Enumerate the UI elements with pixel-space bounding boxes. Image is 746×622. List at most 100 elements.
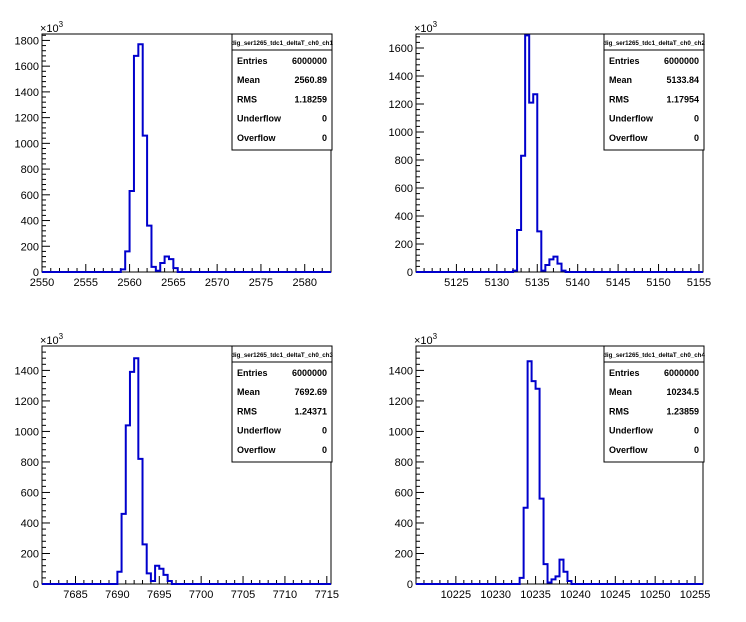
x-tick-label: 7715 xyxy=(315,589,339,601)
y-tick-label: 0 xyxy=(407,579,413,591)
stats-rms-value: 1.18259 xyxy=(294,94,327,104)
stats-entries-value: 6000000 xyxy=(664,368,699,378)
stats-title: dig_ser1265_tdc1_deltaT_ch0_ch4 xyxy=(603,352,705,359)
x-tick-label: 5135 xyxy=(525,277,549,289)
stats-mean-label: Mean xyxy=(237,75,260,85)
stats-entries-value: 6000000 xyxy=(292,368,327,378)
x-tick-label: 10255 xyxy=(680,589,711,601)
histogram-line xyxy=(42,43,331,273)
x-tick-label: 10235 xyxy=(520,589,551,601)
y-tick-label: 1000 xyxy=(15,138,39,150)
stats-entries-label: Entries xyxy=(237,368,268,378)
stats-overflow-label: Overflow xyxy=(237,133,277,143)
y-scale-power: 3 xyxy=(433,20,438,29)
histogram-bin xyxy=(553,257,557,272)
stats-mean-value: 7692.69 xyxy=(294,387,327,397)
stats-title: dig_ser1265_tdc1_deltaT_ch0_ch2 xyxy=(603,40,705,47)
stats-box xyxy=(603,345,705,463)
stats-underflow-value: 0 xyxy=(322,426,327,436)
histogram-bin xyxy=(147,573,151,584)
x-tick-label: 5155 xyxy=(687,277,711,289)
stats-mean-label: Mean xyxy=(609,75,632,85)
y-scale-base: ×10 xyxy=(414,23,433,35)
y-scale-power: 3 xyxy=(59,332,64,341)
stats-rms-value: 1.23859 xyxy=(666,406,699,416)
histogram-bin xyxy=(134,56,138,272)
histogram-bin xyxy=(540,499,544,584)
histogram-bin xyxy=(525,35,529,272)
stats-underflow-label: Underflow xyxy=(609,114,654,124)
histogram-bin xyxy=(557,264,561,272)
y-scale-base: ×10 xyxy=(40,23,59,35)
histogram-bin xyxy=(552,579,556,584)
y-tick-label: 0 xyxy=(33,267,39,279)
stats-overflow-value: 0 xyxy=(322,445,327,455)
x-tick-label: 10240 xyxy=(560,589,591,601)
histogram-bin xyxy=(562,271,566,272)
stats-rms-value: 1.24371 xyxy=(294,406,327,416)
y-tick-label: 1400 xyxy=(389,71,413,83)
stats-mean-label: Mean xyxy=(609,387,632,397)
y-tick-label: 1600 xyxy=(15,61,39,73)
histogram-bin xyxy=(130,372,134,584)
histogram-bin xyxy=(536,389,540,584)
stats-entries-value: 6000000 xyxy=(292,56,327,66)
x-tick-label: 7690 xyxy=(105,589,129,601)
y-tick-label: 0 xyxy=(33,579,39,591)
x-tick-label: 2560 xyxy=(117,277,141,289)
histogram-panel-4: 0 200 400 600 800 1000 1200 1400 10225 10230 10235… xyxy=(389,332,711,601)
histogram-bin xyxy=(560,560,564,584)
histogram-line xyxy=(42,357,331,585)
histogram-bin xyxy=(556,576,560,584)
y-tick-label: 1400 xyxy=(389,365,413,377)
x-tick-label: 7695 xyxy=(147,589,171,601)
x-tick-label: 2580 xyxy=(292,277,316,289)
stats-title: dig_ser1265_tdc1_deltaT_ch0_ch1 xyxy=(231,40,333,47)
y-tick-label: 1400 xyxy=(15,87,39,99)
histogram-bin xyxy=(168,581,172,584)
histogram-bin xyxy=(520,578,524,584)
histogram-panel-1: 0 200 400 600 800 1000 1200 1400 1600 1800 2550 255… xyxy=(15,20,334,289)
y-tick-label: 0 xyxy=(407,267,413,279)
histogram-bin xyxy=(537,231,541,272)
y-tick-label: 1000 xyxy=(389,127,413,139)
y-tick-label: 1000 xyxy=(389,426,413,438)
stats-entries-label: Entries xyxy=(237,56,268,66)
y-tick-label: 800 xyxy=(395,457,413,469)
x-tick-label: 2555 xyxy=(74,277,98,289)
x-tick-label: 10230 xyxy=(480,589,511,601)
stats-entries-label: Entries xyxy=(609,368,640,378)
stats-box xyxy=(231,33,333,151)
x-tick-label: 2565 xyxy=(161,277,185,289)
stats-underflow-label: Underflow xyxy=(237,426,282,436)
histogram-line xyxy=(416,360,703,585)
x-tick-label: 7705 xyxy=(231,589,255,601)
histogram-bin xyxy=(169,259,173,272)
y-tick-label: 400 xyxy=(21,216,39,228)
histogram-panel-3: 0 200 400 600 800 1000 1200 1400 7685 7690 7695 770… xyxy=(15,332,340,601)
x-tick-label: 5125 xyxy=(444,277,468,289)
x-tick-label: 2575 xyxy=(249,277,273,289)
y-tick-label: 800 xyxy=(21,457,39,469)
x-tick-label: 10245 xyxy=(600,589,631,601)
y-tick-label: 400 xyxy=(395,518,413,530)
y-tick-label: 600 xyxy=(395,183,413,195)
stats-underflow-value: 0 xyxy=(322,114,327,124)
y-tick-label: 1200 xyxy=(15,396,39,408)
histogram-bin xyxy=(528,361,532,584)
y-tick-label: 600 xyxy=(21,190,39,202)
histogram-panel-2: 0 200 400 600 800 1000 1200 1400 1600 5125 5130 513… xyxy=(389,20,712,289)
histogram-bin xyxy=(544,564,548,584)
y-tick-label: 1800 xyxy=(15,35,39,47)
histogram-bin xyxy=(165,257,169,272)
histogram-bin xyxy=(159,569,163,584)
x-tick-label: 7685 xyxy=(63,589,87,601)
histogram-bin xyxy=(529,103,533,272)
x-tick-label: 5145 xyxy=(606,277,630,289)
y-tick-label: 200 xyxy=(21,241,39,253)
histogram-bin xyxy=(173,268,177,272)
histogram-bin xyxy=(147,226,151,272)
histogram-bin xyxy=(541,271,545,272)
stats-overflow-label: Overflow xyxy=(609,445,649,455)
